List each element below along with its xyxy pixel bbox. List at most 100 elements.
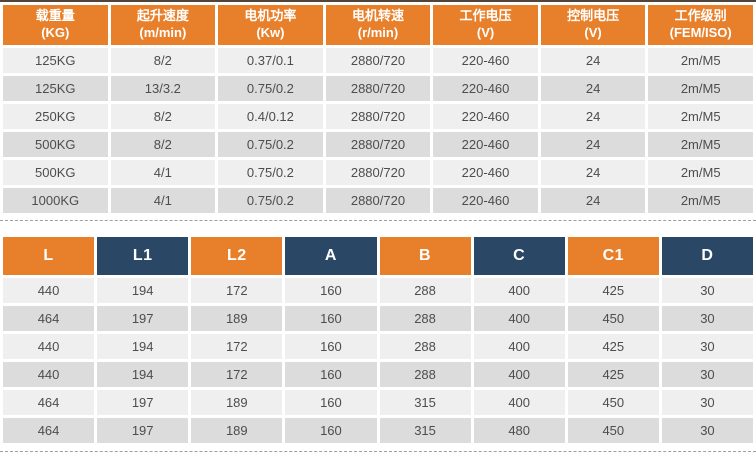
spec-cell: 2m/M5 bbox=[648, 160, 753, 185]
spec-cell: 0.75/0.2 bbox=[218, 188, 323, 213]
spec-cell: 24 bbox=[540, 48, 646, 73]
spec-header-load-capacity: 载重量 (KG) bbox=[3, 5, 108, 45]
spec-cell: 24 bbox=[540, 160, 646, 185]
spec-header-control-voltage: 控制电压 (V) bbox=[540, 5, 646, 45]
spec-cell: 220-460 bbox=[433, 104, 538, 129]
spec-cell: 0.4/0.12 bbox=[218, 104, 323, 129]
dimension-table: L L1 L2 A B C C1 D 440 194 172 160 288 4… bbox=[0, 234, 756, 446]
spec-header-motor-speed: 电机转速 (r/min) bbox=[325, 5, 431, 45]
dim-cell: 450 bbox=[567, 306, 659, 331]
dim-cell: 400 bbox=[473, 334, 565, 359]
spec-cell: 2880/720 bbox=[325, 76, 431, 101]
dim-cell: 464 bbox=[3, 418, 95, 443]
spec-header-working-class: 工作级别 (FEM/ISO) bbox=[648, 5, 753, 45]
dimension-row: 464 197 189 160 315 480 450 30 bbox=[3, 418, 753, 443]
spec-cell: 24 bbox=[540, 132, 646, 157]
dim-cell: 288 bbox=[379, 362, 471, 387]
spec-cell: 220-460 bbox=[433, 48, 538, 73]
spec-cell: 2m/M5 bbox=[648, 188, 753, 213]
spec-cell: 24 bbox=[540, 76, 646, 101]
spec-cell: 4/1 bbox=[110, 188, 216, 213]
dim-cell: 315 bbox=[379, 390, 471, 415]
dim-header-C1: C1 bbox=[567, 237, 659, 275]
spec-cell: 0.75/0.2 bbox=[218, 132, 323, 157]
dim-cell: 160 bbox=[285, 278, 377, 303]
dim-cell: 194 bbox=[97, 278, 189, 303]
spec-cell: 2880/720 bbox=[325, 48, 431, 73]
dim-cell: 450 bbox=[567, 418, 659, 443]
spec-cell: 24 bbox=[540, 104, 646, 129]
spec-cell: 0.75/0.2 bbox=[218, 160, 323, 185]
spec-cell: 220-460 bbox=[433, 76, 538, 101]
spec-table: 载重量 (KG) 起升速度 (m/min) 电机功率 (Kw) 电机转速 (r/… bbox=[0, 2, 756, 216]
spec-cell: 2m/M5 bbox=[648, 132, 753, 157]
dim-cell: 30 bbox=[661, 418, 753, 443]
dim-header-A: A bbox=[285, 237, 377, 275]
table-separator-dashed-line bbox=[0, 220, 756, 221]
spec-cell: 220-460 bbox=[433, 160, 538, 185]
dim-cell: 30 bbox=[661, 278, 753, 303]
dimension-header-row: L L1 L2 A B C C1 D bbox=[3, 237, 753, 275]
spec-header-row: 载重量 (KG) 起升速度 (m/min) 电机功率 (Kw) 电机转速 (r/… bbox=[3, 5, 753, 45]
dim-header-B: B bbox=[379, 237, 471, 275]
dim-cell: 30 bbox=[661, 390, 753, 415]
dim-cell: 160 bbox=[285, 418, 377, 443]
dim-cell: 480 bbox=[473, 418, 565, 443]
spec-header-motor-power-line1: 电机功率 bbox=[244, 8, 297, 24]
dim-cell: 288 bbox=[379, 306, 471, 331]
spec-row: 125KG 8/2 0.37/0.1 2880/720 220-460 24 2… bbox=[3, 48, 753, 73]
spec-cell: 2880/720 bbox=[325, 104, 431, 129]
dim-header-L: L bbox=[3, 237, 95, 275]
dimension-row: 464 197 189 160 288 400 450 30 bbox=[3, 306, 753, 331]
spec-cell: 0.37/0.1 bbox=[218, 48, 323, 73]
dim-cell: 194 bbox=[97, 362, 189, 387]
spec-cell: 125KG bbox=[3, 76, 108, 101]
spec-cell: 4/1 bbox=[110, 160, 216, 185]
dimension-row: 440 194 172 160 288 400 425 30 bbox=[3, 278, 753, 303]
dim-header-L2: L2 bbox=[191, 237, 283, 275]
spec-row: 500KG 4/1 0.75/0.2 2880/720 220-460 24 2… bbox=[3, 160, 753, 185]
spec-header-load-capacity-line1: 载重量 bbox=[35, 8, 75, 24]
top-edge-divider bbox=[0, 0, 756, 2]
dim-cell: 400 bbox=[473, 390, 565, 415]
spec-cell: 8/2 bbox=[110, 104, 216, 129]
dim-cell: 400 bbox=[473, 306, 565, 331]
dim-cell: 189 bbox=[191, 306, 283, 331]
spec-cell: 1000KG bbox=[3, 188, 108, 213]
dim-cell: 440 bbox=[3, 278, 95, 303]
dim-cell: 30 bbox=[661, 334, 753, 359]
dim-cell: 172 bbox=[191, 278, 283, 303]
spec-row: 125KG 13/3.2 0.75/0.2 2880/720 220-460 2… bbox=[3, 76, 753, 101]
spec-row: 250KG 8/2 0.4/0.12 2880/720 220-460 24 2… bbox=[3, 104, 753, 129]
dim-header-D: D bbox=[661, 237, 753, 275]
spec-cell: 0.75/0.2 bbox=[218, 76, 323, 101]
spec-header-working-class-line1: 工作级别 bbox=[674, 8, 727, 24]
spec-row: 500KG 8/2 0.75/0.2 2880/720 220-460 24 2… bbox=[3, 132, 753, 157]
spec-cell: 2m/M5 bbox=[648, 48, 753, 73]
spec-cell: 8/2 bbox=[110, 132, 216, 157]
dim-cell: 464 bbox=[3, 306, 95, 331]
dim-cell: 400 bbox=[473, 362, 565, 387]
dimension-row: 440 194 172 160 288 400 425 30 bbox=[3, 334, 753, 359]
dim-cell: 197 bbox=[97, 306, 189, 331]
spec-cell: 8/2 bbox=[110, 48, 216, 73]
spec-cell: 2880/720 bbox=[325, 160, 431, 185]
dim-cell: 197 bbox=[97, 418, 189, 443]
spec-cell: 2m/M5 bbox=[648, 76, 753, 101]
spec-header-lifting-speed: 起升速度 (m/min) bbox=[110, 5, 216, 45]
spec-header-motor-power: 电机功率 (Kw) bbox=[218, 5, 323, 45]
dim-cell: 197 bbox=[97, 390, 189, 415]
dim-cell: 30 bbox=[661, 306, 753, 331]
spec-header-lifting-speed-line2: (m/min) bbox=[139, 25, 187, 40]
dim-cell: 189 bbox=[191, 390, 283, 415]
dim-cell: 425 bbox=[567, 362, 659, 387]
bottom-dashed-line bbox=[0, 451, 756, 452]
dim-cell: 425 bbox=[567, 278, 659, 303]
dimension-row: 440 194 172 160 288 400 425 30 bbox=[3, 362, 753, 387]
dim-header-C: C bbox=[473, 237, 565, 275]
spec-cell: 500KG bbox=[3, 132, 108, 157]
spec-cell: 125KG bbox=[3, 48, 108, 73]
spec-header-working-voltage-line1: 工作电压 bbox=[459, 8, 512, 24]
dim-cell: 160 bbox=[285, 334, 377, 359]
dim-cell: 172 bbox=[191, 362, 283, 387]
